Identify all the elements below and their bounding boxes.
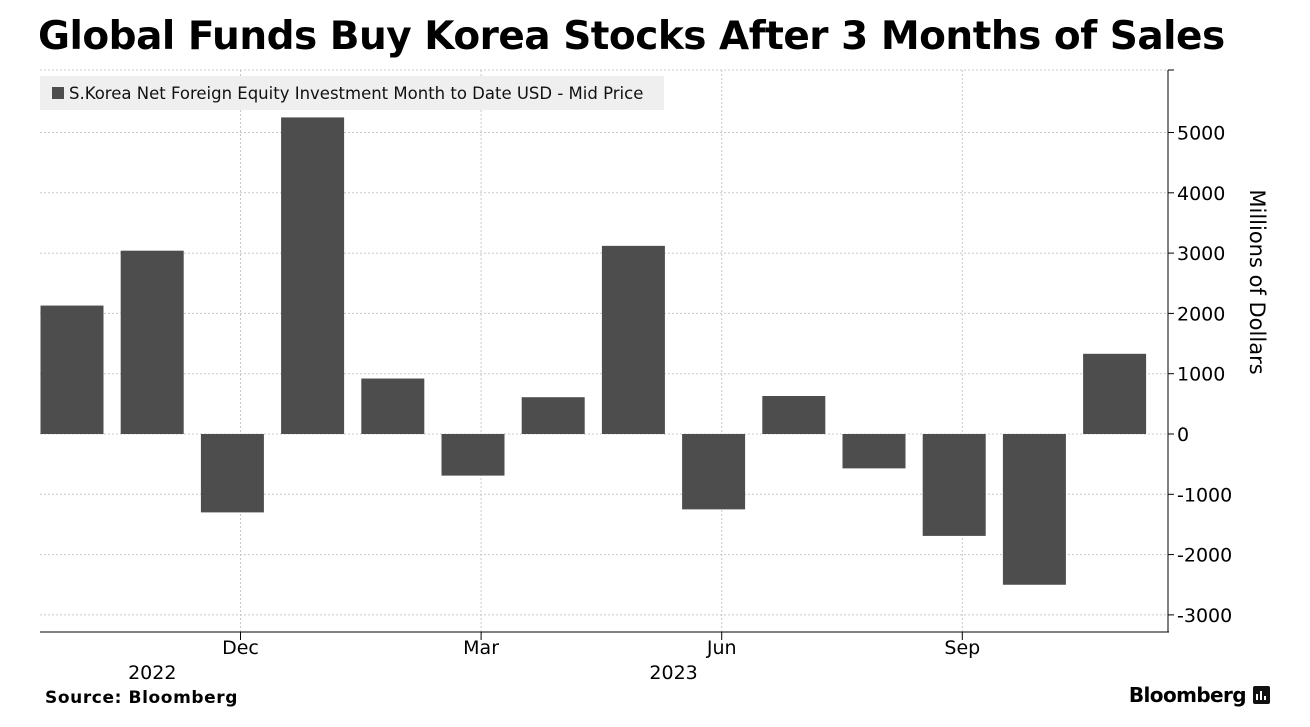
bar-2023-02 — [361, 378, 425, 434]
x-tick-label: Mar — [463, 637, 499, 659]
bar-2022-12 — [200, 434, 264, 513]
chart-title: Global Funds Buy Korea Stocks After 3 Mo… — [38, 14, 1225, 59]
legend-swatch — [52, 87, 64, 99]
x-year-label: 2023 — [649, 662, 697, 684]
y-tick-label: 4000 — [1177, 183, 1225, 205]
bar-2022-10 — [40, 305, 104, 434]
bloomberg-logo: Bloomberg — [1129, 683, 1270, 707]
bar-2023-08 — [842, 434, 906, 469]
y-tick-label: -1000 — [1177, 484, 1232, 506]
y-tick-label: -3000 — [1177, 605, 1232, 627]
bar-2023-06 — [682, 434, 746, 510]
y-tick-label: -2000 — [1177, 545, 1232, 567]
y-tick-label: 2000 — [1177, 303, 1225, 325]
bloomberg-terminal-icon — [1253, 686, 1270, 704]
bar-2023-10 — [1002, 434, 1066, 585]
bar-2023-05 — [601, 245, 665, 434]
bar-2023-03 — [441, 434, 505, 476]
bar-2023-11 — [1083, 353, 1147, 434]
brand-name: Bloomberg — [1128, 683, 1247, 707]
bar-2023-07 — [762, 396, 826, 434]
x-tick-label: Dec — [222, 637, 259, 659]
x-year-label: 2022 — [128, 662, 176, 684]
y-tick-label: 0 — [1177, 424, 1189, 446]
source-note: Source: Bloomberg — [45, 688, 239, 708]
x-tick-label: Sep — [944, 637, 980, 659]
x-tick-label: Jun — [706, 637, 737, 659]
y-tick-label: 3000 — [1177, 243, 1225, 265]
legend: S.Korea Net Foreign Equity Investment Mo… — [40, 76, 664, 110]
bar-2022-11 — [120, 250, 184, 434]
bar-2023-04 — [521, 397, 585, 434]
bar-series — [40, 117, 1147, 585]
y-axis-title: Millions of Dollars — [1245, 189, 1269, 374]
bar-2023-09 — [922, 434, 986, 536]
axis-labels: -3000 -2000 -1000 0 1000 2000 3000 4000 5000 Dec M… — [128, 123, 1269, 685]
axes — [40, 69, 1174, 640]
bar-2023-01 — [281, 117, 345, 435]
legend-label: S.Korea Net Foreign Equity Investment Mo… — [69, 83, 644, 103]
y-tick-label: 1000 — [1177, 364, 1225, 386]
y-tick-label: 5000 — [1177, 123, 1225, 145]
